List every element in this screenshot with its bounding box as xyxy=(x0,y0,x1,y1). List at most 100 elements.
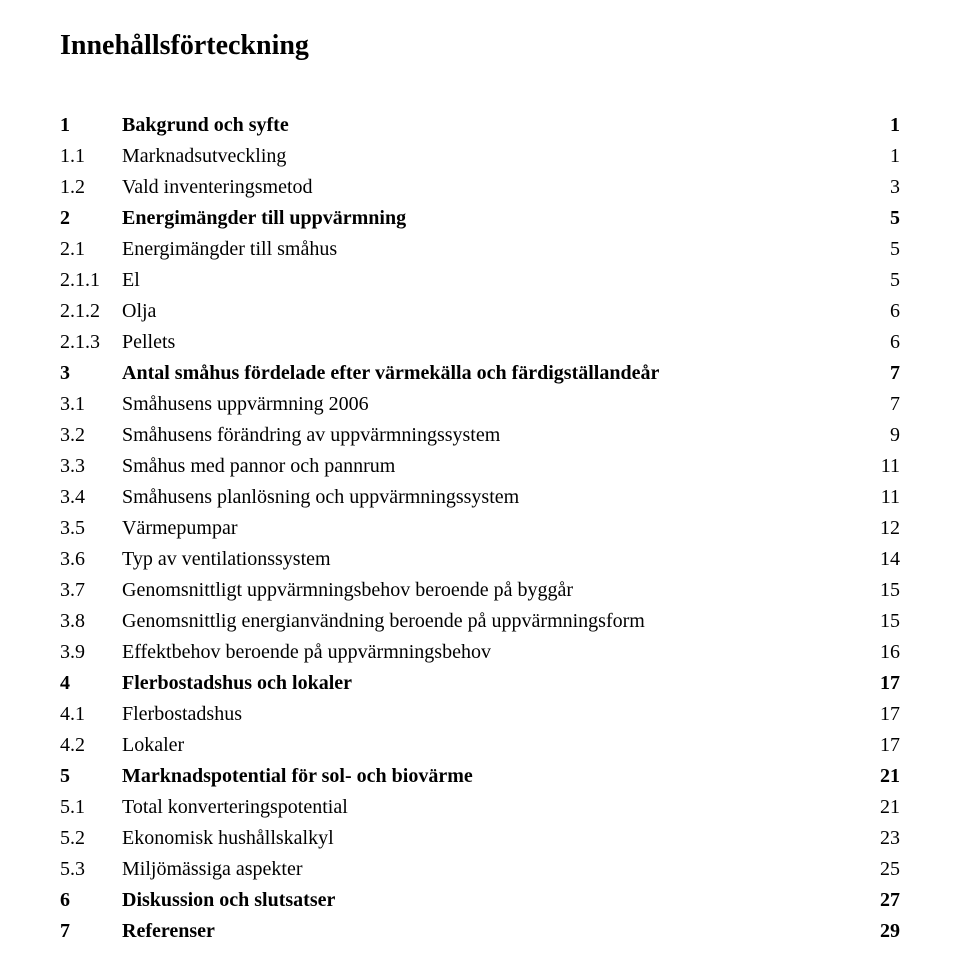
toc-entry: 5Marknadspotential för sol- och biovärme… xyxy=(60,761,900,792)
toc-entry: 1Bakgrund och syfte1 xyxy=(60,110,900,141)
toc-entry-number: 2 xyxy=(60,203,122,234)
toc-title: Innehållsförteckning xyxy=(60,30,900,62)
toc-entry-page: 5 xyxy=(860,203,900,234)
toc-entry: 4.1Flerbostadshus17 xyxy=(60,699,900,730)
toc-entry-page: 17 xyxy=(860,699,900,730)
toc-entry-page: 5 xyxy=(860,234,900,265)
toc-entry-number: 3.9 xyxy=(60,637,122,668)
toc-entry: 2.1.1El5 xyxy=(60,265,900,296)
toc-entry-number: 3.8 xyxy=(60,606,122,637)
toc-entry-page: 7 xyxy=(860,389,900,420)
toc-entry-page: 14 xyxy=(860,544,900,575)
toc-entry: 4Flerbostadshus och lokaler17 xyxy=(60,668,900,699)
toc-entry: 3Antal småhus fördelade efter värmekälla… xyxy=(60,358,900,389)
toc-entry-page: 21 xyxy=(860,761,900,792)
toc-entry: 6Diskussion och slutsatser27 xyxy=(60,885,900,916)
toc-entry: 3.2Småhusens förändring av uppvärmningss… xyxy=(60,420,900,451)
toc-entry-number: 4.2 xyxy=(60,730,122,761)
toc-entry-page: 6 xyxy=(860,327,900,358)
toc-entry: 5.1Total konverteringspotential21 xyxy=(60,792,900,823)
toc-entry-number: 6 xyxy=(60,885,122,916)
toc-entry-label: Flerbostadshus och lokaler xyxy=(122,668,860,699)
toc-entry-number: 1.1 xyxy=(60,141,122,172)
toc-entry-number: 2.1.1 xyxy=(60,265,122,296)
document-page: Innehållsförteckning 1Bakgrund och syfte… xyxy=(0,0,960,977)
toc-entry: 2.1.3Pellets6 xyxy=(60,327,900,358)
toc-entry-page: 17 xyxy=(860,668,900,699)
toc-entry: 4.2Lokaler17 xyxy=(60,730,900,761)
toc-entry-number: 1 xyxy=(60,110,122,141)
toc-entry-label: Vald inventeringsmetod xyxy=(122,172,860,203)
toc-entry-label: Antal småhus fördelade efter värmekälla … xyxy=(122,358,860,389)
toc-entry-label: Total konverteringspotential xyxy=(122,792,860,823)
toc-entry: 3.8Genomsnittlig energianvändning beroen… xyxy=(60,606,900,637)
toc-entry-label: Bakgrund och syfte xyxy=(122,110,860,141)
toc-entry-page: 1 xyxy=(860,110,900,141)
toc-entry-page: 15 xyxy=(860,575,900,606)
toc-entry-page: 11 xyxy=(860,451,900,482)
toc-entry: 3.9Effektbehov beroende på uppvärmningsb… xyxy=(60,637,900,668)
toc-entry-label: Energimängder till uppvärmning xyxy=(122,203,860,234)
toc-entry-page: 17 xyxy=(860,730,900,761)
toc-entry: 2Energimängder till uppvärmning5 xyxy=(60,203,900,234)
toc-entry-number: 1.2 xyxy=(60,172,122,203)
toc-entry-number: 5.2 xyxy=(60,823,122,854)
toc-entry-number: 5 xyxy=(60,761,122,792)
toc-entry-number: 7 xyxy=(60,916,122,947)
toc-entry: 7Referenser29 xyxy=(60,916,900,947)
toc-entry-number: 5.3 xyxy=(60,854,122,885)
toc-entry-number: 3.3 xyxy=(60,451,122,482)
toc-entry-page: 9 xyxy=(860,420,900,451)
toc-entry-number: 4.1 xyxy=(60,699,122,730)
toc-entry-page: 1 xyxy=(860,141,900,172)
toc-entry-page: 15 xyxy=(860,606,900,637)
toc-entry-number: 3.7 xyxy=(60,575,122,606)
toc-entry: 3.6Typ av ventilationssystem14 xyxy=(60,544,900,575)
toc-entry-page: 21 xyxy=(860,792,900,823)
toc-entry-label: Typ av ventilationssystem xyxy=(122,544,860,575)
toc-entry-number: 3.5 xyxy=(60,513,122,544)
toc-entry-label: Genomsnittligt uppvärmningsbehov beroend… xyxy=(122,575,860,606)
toc-entry-page: 29 xyxy=(860,916,900,947)
toc-entry: 3.4Småhusens planlösning och uppvärmning… xyxy=(60,482,900,513)
toc-entry: 5.3Miljömässiga aspekter25 xyxy=(60,854,900,885)
toc-entry-label: Ekonomisk hushållskalkyl xyxy=(122,823,860,854)
toc-entry-label: Olja xyxy=(122,296,860,327)
toc-entry: 2.1.2Olja6 xyxy=(60,296,900,327)
toc-entry-label: Effektbehov beroende på uppvärmningsbeho… xyxy=(122,637,860,668)
toc-entry-page: 3 xyxy=(860,172,900,203)
toc-entry-label: Lokaler xyxy=(122,730,860,761)
toc-entry-label: Flerbostadshus xyxy=(122,699,860,730)
toc-entry-label: Genomsnittlig energianvändning beroende … xyxy=(122,606,860,637)
toc-entry-page: 25 xyxy=(860,854,900,885)
toc-entry-label: Småhus med pannor och pannrum xyxy=(122,451,860,482)
toc-entry-label: Småhusens uppvärmning 2006 xyxy=(122,389,860,420)
toc-entry: 1.2Vald inventeringsmetod3 xyxy=(60,172,900,203)
toc-entry-number: 4 xyxy=(60,668,122,699)
toc-entry: 3.1Småhusens uppvärmning 20067 xyxy=(60,389,900,420)
toc-entry-label: Marknadsutveckling xyxy=(122,141,860,172)
toc-entry-label: El xyxy=(122,265,860,296)
toc-entry-number: 3.2 xyxy=(60,420,122,451)
toc-entry-label: Miljömässiga aspekter xyxy=(122,854,860,885)
toc-entry-label: Värmepumpar xyxy=(122,513,860,544)
toc-entry-page: 11 xyxy=(860,482,900,513)
toc-entry-page: 5 xyxy=(860,265,900,296)
toc-entry-label: Pellets xyxy=(122,327,860,358)
toc-entry-label: Småhusens planlösning och uppvärmningssy… xyxy=(122,482,860,513)
toc-entry-number: 2.1.3 xyxy=(60,327,122,358)
toc-entry: 3.7Genomsnittligt uppvärmningsbehov bero… xyxy=(60,575,900,606)
toc-entry: 3.3Småhus med pannor och pannrum11 xyxy=(60,451,900,482)
toc-body: 1Bakgrund och syfte11.1Marknadsutvecklin… xyxy=(60,110,900,947)
toc-entry: 1.1Marknadsutveckling1 xyxy=(60,141,900,172)
toc-entry-page: 6 xyxy=(860,296,900,327)
toc-entry-page: 16 xyxy=(860,637,900,668)
toc-entry-page: 27 xyxy=(860,885,900,916)
toc-entry-number: 3 xyxy=(60,358,122,389)
toc-entry-label: Marknadspotential för sol- och biovärme xyxy=(122,761,860,792)
toc-entry: 3.5Värmepumpar12 xyxy=(60,513,900,544)
toc-entry: 2.1Energimängder till småhus5 xyxy=(60,234,900,265)
toc-entry: 5.2Ekonomisk hushållskalkyl23 xyxy=(60,823,900,854)
toc-entry-label: Diskussion och slutsatser xyxy=(122,885,860,916)
toc-entry-page: 12 xyxy=(860,513,900,544)
